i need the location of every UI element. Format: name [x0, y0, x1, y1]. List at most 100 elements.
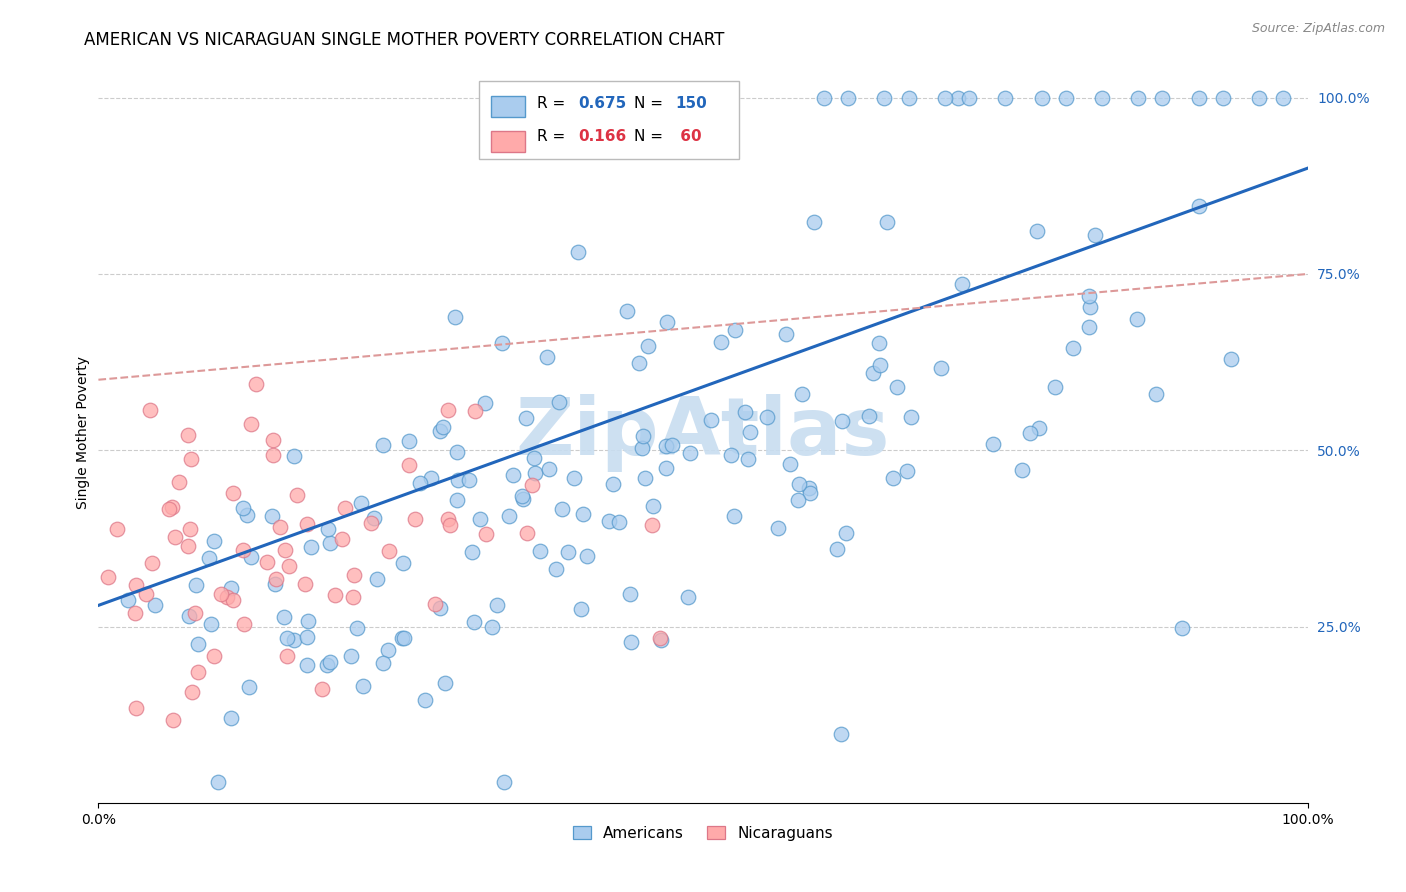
Point — [419, 471, 441, 485]
Point — [950, 277, 973, 291]
Point — [1188, 91, 1211, 105]
Point — [724, 323, 747, 337]
Point — [1152, 91, 1174, 105]
Point — [1045, 380, 1067, 394]
Point — [184, 606, 207, 620]
Point — [295, 657, 318, 672]
Point — [139, 402, 162, 417]
Point — [277, 559, 299, 574]
Point — [657, 315, 679, 329]
Point — [160, 500, 183, 515]
Text: 0.675: 0.675 — [578, 95, 627, 111]
Point — [1272, 91, 1295, 105]
Point — [515, 411, 537, 425]
Text: AMERICAN VS NICARAGUAN SINGLE MOTHER POVERTY CORRELATION CHART: AMERICAN VS NICARAGUAN SINGLE MOTHER POV… — [84, 31, 724, 49]
Text: 0.166: 0.166 — [578, 129, 627, 144]
Point — [516, 525, 538, 540]
Point — [512, 489, 534, 503]
Point — [775, 326, 797, 341]
Point — [285, 487, 308, 501]
Point — [360, 516, 382, 530]
Text: 60: 60 — [675, 129, 702, 144]
Point — [1144, 387, 1167, 401]
Point — [157, 502, 180, 516]
Point — [398, 458, 420, 473]
Point — [544, 562, 567, 576]
Point — [862, 366, 884, 380]
Point — [436, 512, 458, 526]
Point — [366, 572, 388, 586]
Point — [461, 545, 484, 559]
Point — [886, 379, 908, 393]
Point — [297, 615, 319, 629]
Point — [567, 245, 589, 260]
Point — [876, 214, 898, 228]
Point — [432, 420, 454, 434]
Point — [363, 511, 385, 525]
Point — [551, 501, 574, 516]
Point — [858, 409, 880, 424]
Point — [598, 514, 620, 528]
Point — [125, 578, 148, 592]
Point — [572, 507, 595, 521]
FancyBboxPatch shape — [492, 131, 526, 152]
Point — [734, 405, 756, 419]
Point — [162, 713, 184, 727]
Point — [330, 532, 353, 546]
Point — [1212, 91, 1234, 105]
Point — [391, 631, 413, 645]
Point — [181, 685, 204, 699]
Point — [787, 476, 810, 491]
Point — [655, 461, 678, 475]
Point — [295, 517, 318, 532]
Point — [295, 630, 318, 644]
Point — [209, 586, 232, 600]
Point — [797, 481, 820, 495]
Point — [276, 631, 298, 645]
Point — [498, 508, 520, 523]
Point — [869, 358, 891, 372]
Point — [333, 501, 356, 516]
Point — [187, 638, 209, 652]
Text: R =: R = — [537, 95, 571, 111]
Point — [262, 434, 284, 448]
Point — [222, 592, 245, 607]
Point — [1125, 312, 1147, 326]
Point — [219, 582, 242, 596]
Point — [260, 509, 283, 524]
Point — [392, 632, 415, 646]
Point — [481, 620, 503, 634]
Point — [492, 774, 515, 789]
Point — [222, 486, 245, 500]
Point — [446, 444, 468, 458]
Point — [283, 449, 305, 463]
Point — [446, 492, 468, 507]
Point — [575, 549, 598, 563]
Point — [240, 550, 263, 565]
Point — [1220, 351, 1243, 366]
Point — [1018, 425, 1040, 440]
Point — [1249, 91, 1271, 105]
Text: ZipAtlas: ZipAtlas — [516, 393, 890, 472]
Point — [678, 446, 700, 460]
Point — [323, 588, 346, 602]
Point — [1028, 421, 1050, 435]
Point — [1031, 91, 1053, 105]
Point — [637, 339, 659, 353]
Point — [232, 617, 254, 632]
Point — [557, 545, 579, 559]
Point — [524, 466, 547, 480]
Point — [569, 602, 592, 616]
Point — [700, 413, 723, 427]
Point — [425, 597, 447, 611]
Point — [1080, 300, 1102, 314]
Point — [316, 522, 339, 536]
Point — [873, 91, 896, 105]
Point — [343, 567, 366, 582]
Point — [523, 451, 546, 466]
Point — [457, 473, 479, 487]
Point — [319, 536, 342, 550]
Point — [371, 656, 394, 670]
Point — [446, 473, 468, 487]
Point — [529, 544, 551, 558]
